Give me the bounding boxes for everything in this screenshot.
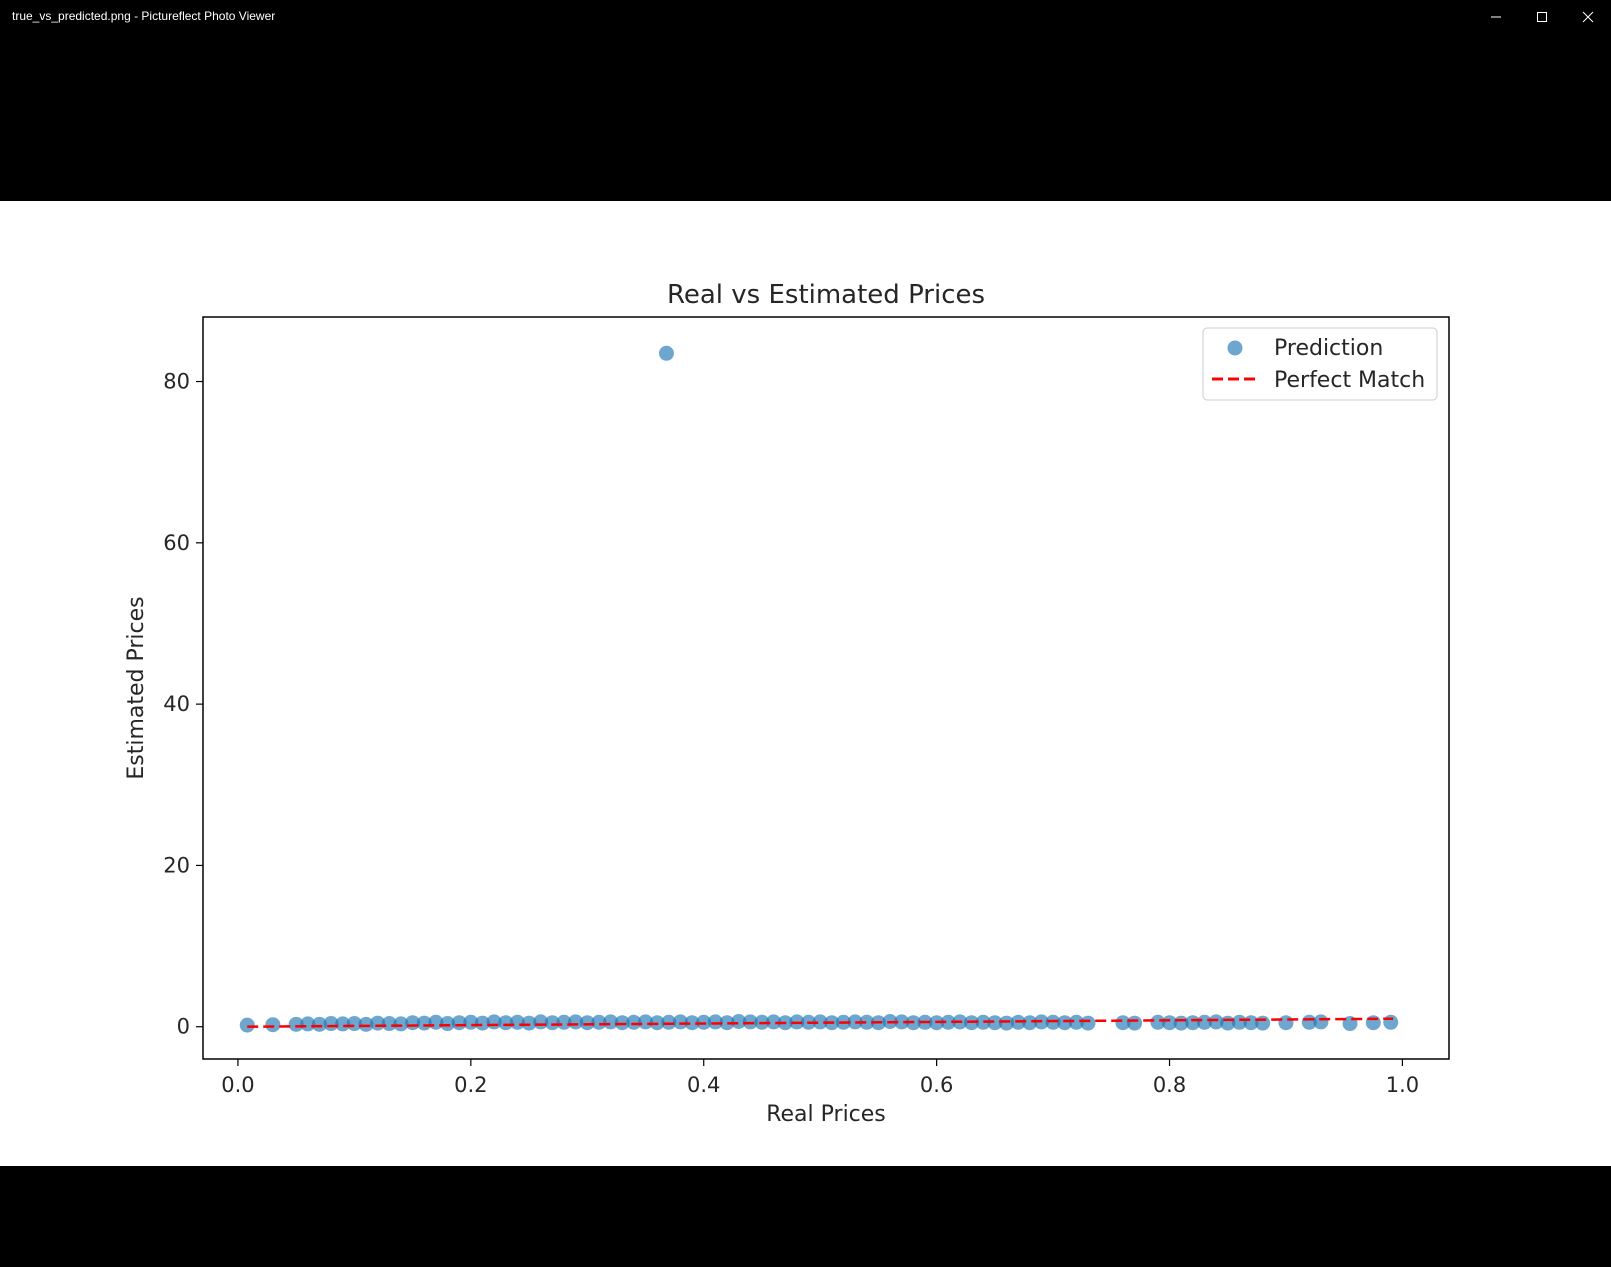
prediction-point bbox=[626, 1014, 642, 1030]
prediction-point bbox=[440, 1016, 456, 1032]
prediction-point bbox=[614, 1015, 630, 1031]
prediction-point bbox=[603, 1014, 619, 1030]
legend-label-prediction: Prediction bbox=[1274, 336, 1383, 361]
y-tick-label: 20 bbox=[163, 853, 190, 877]
prediction-point bbox=[719, 1015, 735, 1031]
prediction-point bbox=[1150, 1014, 1166, 1030]
prediction-point bbox=[975, 1014, 991, 1030]
x-tick-label: 0.8 bbox=[1153, 1073, 1186, 1097]
prediction-point bbox=[1365, 1015, 1381, 1031]
prediction-point bbox=[731, 1013, 747, 1029]
prediction-point bbox=[1068, 1014, 1084, 1030]
prediction-point bbox=[498, 1015, 514, 1031]
prediction-point bbox=[474, 1015, 490, 1031]
prediction-point bbox=[1255, 1015, 1271, 1031]
prediction-point bbox=[1162, 1015, 1178, 1031]
prediction-point bbox=[859, 1014, 875, 1030]
prediction-point bbox=[1022, 1015, 1038, 1031]
prediction-point bbox=[658, 345, 674, 361]
legend-box bbox=[1202, 327, 1438, 401]
y-tick-label: 80 bbox=[163, 370, 190, 394]
x-tick-label: 1.0 bbox=[1386, 1073, 1419, 1097]
maximize-button[interactable] bbox=[1519, 0, 1565, 34]
legend-marker-prediction bbox=[1227, 340, 1243, 356]
maximize-icon bbox=[1537, 12, 1547, 22]
prediction-point bbox=[766, 1014, 782, 1030]
prediction-point bbox=[707, 1014, 723, 1030]
close-button[interactable] bbox=[1565, 0, 1611, 34]
x-tick-label: 0.2 bbox=[454, 1073, 487, 1097]
prediction-point bbox=[1115, 1015, 1131, 1031]
prediction-point bbox=[684, 1015, 700, 1031]
prediction-point bbox=[393, 1016, 409, 1032]
y-tick-label: 40 bbox=[163, 692, 190, 716]
y-axis: 0 20 40 60 80 bbox=[163, 370, 203, 1039]
prediction-point bbox=[998, 1015, 1014, 1031]
prediction-point bbox=[381, 1016, 397, 1032]
minimize-icon bbox=[1491, 16, 1501, 18]
chart-title: Real vs Estimated Prices bbox=[667, 280, 985, 310]
prediction-point bbox=[346, 1016, 362, 1032]
prediction-point bbox=[987, 1015, 1003, 1031]
prediction-point bbox=[521, 1015, 537, 1031]
window-title: true_vs_predicted.png - Pictureflect Pho… bbox=[12, 9, 276, 23]
plot-frame bbox=[202, 316, 1450, 1060]
displayed-image: Real vs Estimated Prices 0.0 0.2 0.4 0.6 0.8… bbox=[0, 201, 1611, 1166]
prediction-point bbox=[416, 1015, 432, 1031]
prediction-point bbox=[672, 1014, 688, 1030]
prediction-point bbox=[1383, 1014, 1399, 1030]
prediction-point bbox=[335, 1016, 351, 1032]
prediction-point bbox=[1278, 1015, 1294, 1031]
y-axis-label: Estimated Prices bbox=[124, 596, 149, 779]
y-tick-label: 0 bbox=[177, 1015, 190, 1039]
prediction-point bbox=[579, 1015, 595, 1031]
x-tick-label: 0.0 bbox=[221, 1073, 254, 1097]
prediction-point bbox=[812, 1014, 828, 1030]
x-axis-label: Real Prices bbox=[766, 1102, 886, 1127]
prediction-point bbox=[311, 1016, 327, 1032]
prediction-point bbox=[638, 1014, 654, 1030]
title-bar: true_vs_predicted.png - Pictureflect Pho… bbox=[0, 0, 1611, 34]
close-icon bbox=[1582, 11, 1594, 23]
x-tick-label: 0.4 bbox=[687, 1073, 720, 1097]
prediction-point bbox=[1313, 1014, 1329, 1030]
y-tick-label: 60 bbox=[163, 531, 190, 555]
minimize-button[interactable] bbox=[1473, 0, 1519, 34]
prediction-point bbox=[1196, 1014, 1212, 1030]
plot-area bbox=[239, 345, 1399, 1033]
prediction-point bbox=[742, 1014, 758, 1030]
prediction-point bbox=[1208, 1014, 1224, 1030]
prediction-point bbox=[1080, 1015, 1096, 1031]
prediction-point bbox=[940, 1014, 956, 1030]
prediction-point bbox=[288, 1016, 304, 1032]
prediction-point bbox=[544, 1015, 560, 1031]
scatter-chart: Real vs Estimated Prices 0.0 0.2 0.4 0.6 0.8… bbox=[124, 280, 1450, 1127]
viewer-canvas[interactable]: Real vs Estimated Prices 0.0 0.2 0.4 0.6 0.8… bbox=[0, 34, 1611, 1267]
prediction-point bbox=[894, 1014, 910, 1030]
perfect-match-line bbox=[247, 1017, 1394, 1028]
legend: Prediction Perfect Match bbox=[1202, 327, 1438, 401]
prediction-point bbox=[661, 1014, 677, 1030]
prediction-point bbox=[358, 1016, 374, 1032]
prediction-point bbox=[239, 1017, 255, 1033]
x-tick-label: 0.6 bbox=[920, 1073, 953, 1097]
x-axis: 0.0 0.2 0.4 0.6 0.8 1.0 bbox=[221, 1059, 1419, 1097]
prediction-point bbox=[591, 1014, 607, 1030]
prediction-point bbox=[1127, 1015, 1143, 1031]
legend-label-perfect-match: Perfect Match bbox=[1274, 368, 1425, 393]
prediction-point bbox=[300, 1016, 316, 1032]
prediction-point bbox=[847, 1014, 863, 1030]
prediction-point bbox=[265, 1017, 281, 1033]
prediction-point bbox=[556, 1014, 572, 1030]
prediction-point bbox=[1057, 1015, 1073, 1031]
